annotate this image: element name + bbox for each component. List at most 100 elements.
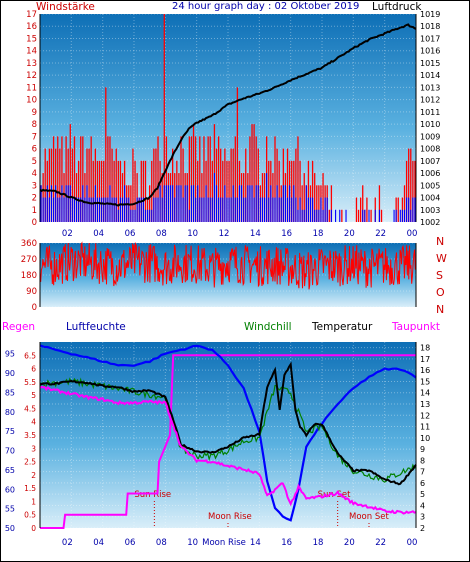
humidity-axis-ticks: 50 55 60 65 70 75 80 85 90 95: [5, 350, 15, 533]
pressure-tick-label: 1012: [420, 96, 440, 105]
wind-x-tick-label: 04: [93, 229, 104, 239]
temperature-tick-label: 2: [420, 524, 425, 533]
rain-tick-label: 5: [31, 391, 36, 400]
climate-panel: [40, 342, 416, 528]
pressure-line: [39, 23, 417, 207]
rain-tick-label: 0: [31, 524, 36, 533]
legend-dewpoint: Taupunkt: [391, 321, 440, 333]
rain-axis-ticks: 0 0.5 1 1.5 2 2.5 3 3.5 4 4.5 5 5.5 6 6.5: [24, 351, 36, 533]
pressure-tick-label: 1007: [420, 157, 440, 166]
rain-tick-label: 4.5: [24, 404, 36, 413]
pressure-tick-label: 1003: [420, 206, 440, 215]
temperature-tick-label: 15: [420, 377, 430, 386]
pressure-tick-label: 1015: [420, 59, 440, 68]
wind-tick-label: 12: [26, 71, 37, 81]
climate-x-tick-label: 22: [375, 538, 386, 548]
pressure-tick-label: 1017: [420, 34, 440, 43]
wind-x-tick-label: 14: [250, 229, 261, 239]
rain-tick-label: 3: [31, 444, 36, 453]
compass-tick-label: S: [436, 269, 443, 282]
legend-rain: Regen: [2, 321, 35, 333]
dewpoint-line: [39, 385, 417, 515]
direction-degree-ticks: 0 90 180 270 360: [21, 239, 37, 313]
wind-x-tick-label: 16: [281, 229, 292, 239]
temperature-tick-label: 3: [420, 513, 425, 522]
wind-x-tick-label: 12: [219, 229, 230, 239]
pressure-tick-label: 1016: [420, 47, 440, 56]
wind-tick-label: 13: [26, 59, 37, 69]
direction-tick-label: 90: [26, 287, 37, 297]
humidity-tick-label: 65: [5, 466, 15, 475]
climate-x-tick-label: 08: [156, 538, 167, 548]
wind-tick-label: 6: [32, 145, 37, 155]
rain-tick-label: 1.5: [24, 484, 36, 493]
pressure-tick-label: 1005: [420, 181, 440, 190]
temperature-tick-label: 16: [420, 366, 430, 375]
temperature-axis-ticks: 2 3 4 5 6 7 8 9 10 11 12 13 14 15 16 17 18: [420, 344, 430, 533]
pressure-tick-label: 1002: [420, 218, 440, 227]
wind-tick-label: 17: [26, 10, 37, 20]
pressure-tick-label: 1014: [420, 71, 440, 80]
wind-tick-label: 4: [32, 169, 37, 179]
humidity-tick-label: 50: [5, 524, 15, 533]
legend-windchill: Windchill: [244, 321, 292, 333]
wind-tick-label: 15: [26, 34, 37, 44]
rain-line: [40, 354, 416, 529]
climate-x-tick-label: 00: [407, 538, 418, 548]
temperature-line: [39, 361, 417, 486]
climate-x-tick-label: 14: [250, 538, 261, 548]
wind-tick-label: 14: [26, 47, 37, 57]
pressure-tick-label: 1004: [420, 194, 440, 203]
annotation-label: Sun Rise: [134, 490, 171, 500]
wind-direction-line: [39, 241, 417, 290]
rain-tick-label: 0.5: [24, 511, 36, 520]
compass-tick-label: W: [436, 252, 447, 265]
wind-tick-label: 5: [32, 157, 37, 167]
temperature-tick-label: 14: [420, 389, 430, 398]
annotation-label: Moon Set: [349, 512, 389, 522]
wind-tick-label: 0: [32, 218, 37, 228]
legend-temperature: Temperatur: [311, 321, 373, 333]
direction-tick-label: 180: [21, 271, 37, 281]
wind-x-tick-label: 22: [375, 229, 386, 239]
climate-x-tick-label: 04: [93, 538, 104, 548]
temperature-tick-label: 11: [420, 423, 430, 432]
pressure-tick-label: 1019: [420, 10, 440, 19]
temperature-tick-label: 5: [420, 490, 425, 499]
wind-tick-label: 16: [26, 22, 37, 32]
temperature-tick-label: 18: [420, 344, 430, 353]
direction-tick-label: 270: [21, 255, 37, 265]
climate-x-tick-label: 06: [125, 538, 136, 548]
direction-tick-label: 360: [21, 239, 37, 249]
wind-tick-label: 1: [32, 206, 37, 216]
wind-tick-label: 2: [32, 194, 37, 204]
wind-tick-label: 11: [26, 83, 37, 93]
climate-x-axis-ticks: 02 04 06 08 10 Moon Rise 14 16 18 20 22 00: [62, 538, 417, 548]
wind-tick-label: 10: [26, 96, 37, 106]
climate-x-tick-label: 18: [313, 538, 324, 548]
humidity-tick-label: 70: [5, 447, 15, 456]
humidity-tick-label: 75: [5, 427, 15, 436]
temperature-tick-label: 10: [420, 434, 430, 443]
humidity-tick-label: 80: [5, 408, 15, 417]
annotation-label: Moon Rise: [208, 512, 252, 522]
climate-x-tick-label: 10: [187, 538, 198, 548]
wind-x-axis-ticks: 02 04 06 08 10 12 14 16 18 20 22 00: [62, 229, 417, 239]
pressure-tick-label: 1008: [420, 145, 440, 154]
temperature-tick-label: 6: [420, 479, 425, 488]
rain-tick-label: 2.5: [24, 458, 36, 467]
wind-x-tick-label: 08: [156, 229, 167, 239]
wind-tick-label: 9: [32, 108, 37, 118]
direction-tick-label: 0: [32, 303, 37, 313]
temperature-tick-label: 13: [420, 400, 430, 409]
pressure-tick-label: 1010: [420, 120, 440, 129]
climate-series: [39, 344, 417, 529]
pressure-axis-title: Luftdruck: [372, 1, 422, 13]
humidity-tick-label: 95: [5, 350, 15, 359]
legend-humidity: Luftfeuchte: [66, 321, 126, 333]
rain-tick-label: 5.5: [24, 378, 36, 387]
temperature-tick-label: 4: [420, 501, 425, 510]
compass-tick-label: N: [436, 235, 444, 248]
wind-tick-label: 8: [32, 120, 37, 130]
wind-x-tick-label: 10: [187, 229, 198, 239]
